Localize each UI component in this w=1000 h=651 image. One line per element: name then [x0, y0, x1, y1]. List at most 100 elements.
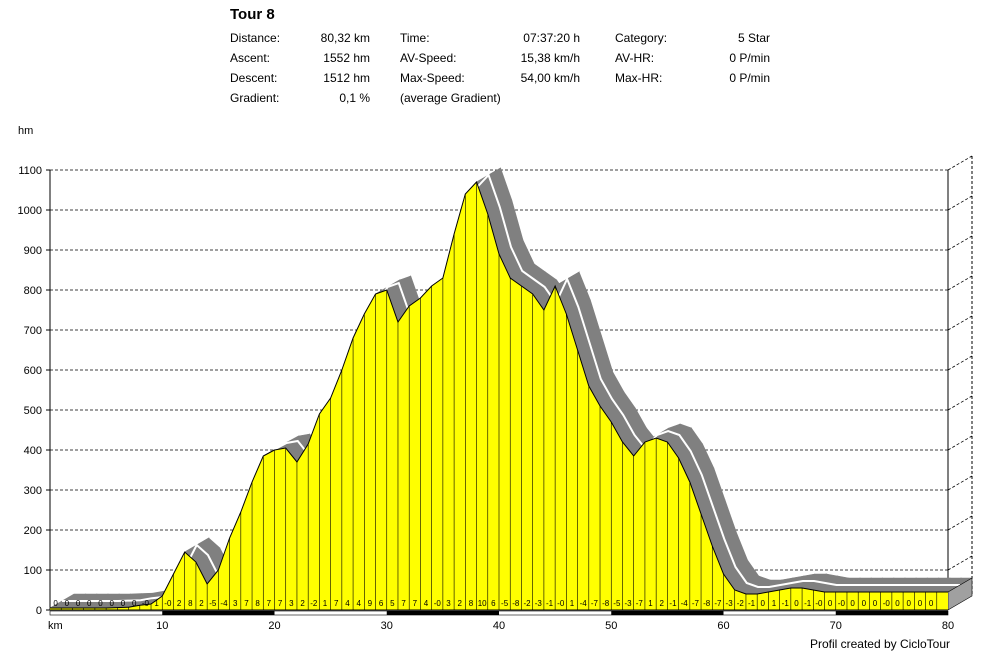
- gradient-label: 0: [906, 599, 911, 608]
- x-tick-label: 70: [830, 620, 842, 632]
- x-tick-label: 80: [942, 620, 954, 632]
- gradient-label: -0: [883, 599, 891, 608]
- gradient-value: 0,1 %: [339, 91, 370, 105]
- gradient-label: 0: [53, 599, 58, 608]
- gridline-depth: [947, 515, 973, 531]
- gradient-label: -5: [209, 599, 217, 608]
- tour-title: Tour 8: [230, 6, 275, 23]
- gradient-label: 0: [862, 599, 867, 608]
- gradient-label: 0: [761, 599, 766, 608]
- gradient-label: -7: [591, 599, 599, 608]
- gradient-label: 0: [87, 599, 92, 608]
- gradient-note: (average Gradient): [400, 91, 501, 105]
- gradient-label: -1: [748, 599, 756, 608]
- gradient-label: 0: [873, 599, 878, 608]
- gradient-label: -5: [613, 599, 621, 608]
- gradient-label: 0: [110, 599, 115, 608]
- gradient-label: 1: [570, 599, 575, 608]
- gradient-label: 1: [323, 599, 328, 608]
- gradient-label: 7: [334, 599, 339, 608]
- gradient-label: -7: [636, 599, 644, 608]
- y-tick-label: 600: [24, 365, 42, 377]
- distance-value: 80,32 km: [320, 31, 370, 45]
- avspeed-label: AV-Speed:: [400, 51, 457, 65]
- x-tick-label: 40: [493, 620, 505, 632]
- y-tick-label: 1000: [18, 205, 42, 217]
- gradient-label: -7: [692, 599, 700, 608]
- descent-value: 1512 hm: [323, 71, 370, 85]
- y-tick-label: 800: [24, 285, 42, 297]
- gradient-label: 1: [772, 599, 777, 608]
- gradient-label: -8: [602, 599, 610, 608]
- gradient-label: 8: [255, 599, 260, 608]
- gridline-depth: [947, 555, 973, 571]
- gridline-depth: [947, 275, 973, 291]
- gradient-label: 8: [188, 599, 193, 608]
- maxhr-label: Max-HR:: [615, 71, 663, 85]
- gradient-label: -0: [164, 599, 172, 608]
- gradient-label: 2: [199, 599, 204, 608]
- gradient-label: -3: [625, 599, 633, 608]
- gradient-label: 4: [424, 599, 429, 608]
- y-tick-label: 900: [24, 245, 42, 257]
- gridline-depth: [947, 475, 973, 491]
- gradient-label: 0: [929, 599, 934, 608]
- category-label: Category:: [615, 31, 668, 45]
- x-tick-label: 60: [717, 620, 729, 632]
- gradient-label: 1: [154, 599, 159, 608]
- gradient-label: 0: [98, 599, 103, 608]
- gradient-label: 0: [65, 599, 70, 608]
- descent-label: Descent:: [230, 71, 278, 85]
- gradient-label: 0: [828, 599, 833, 608]
- gradient-label: 4: [356, 599, 361, 608]
- gradient-label: -0: [838, 599, 846, 608]
- gridline-depth: [947, 435, 973, 451]
- gridline-depth: [947, 395, 973, 411]
- x-axis-scale-bar: [49, 610, 949, 616]
- gridline-depth: [947, 315, 973, 331]
- x-tick-label: 30: [381, 620, 393, 632]
- maxspeed-value: 54,00 km/h: [520, 71, 580, 85]
- gradient-label: -0: [142, 599, 150, 608]
- x-axis-scale-block: [611, 611, 724, 615]
- gradient-label: 0: [895, 599, 900, 608]
- gridline-depth: [947, 235, 973, 251]
- gradient-label: 7: [267, 599, 272, 608]
- gradient-label: -1: [782, 599, 790, 608]
- gradient-label: 7: [401, 599, 406, 608]
- y-tick-label: 200: [24, 525, 42, 537]
- y-tick-label: 0: [36, 605, 42, 617]
- gradient-label: -3: [535, 599, 543, 608]
- gradient-label: 7: [278, 599, 283, 608]
- gradient-label: 9: [368, 599, 373, 608]
- footer-credit: Profil created by CicloTour: [809, 637, 950, 651]
- avhr-value: 0 P/min: [729, 51, 770, 65]
- gradient-label: 7: [244, 599, 249, 608]
- gradient-label: 5: [390, 599, 395, 608]
- y-tick-label: 300: [24, 485, 42, 497]
- gradient-label: 2: [177, 599, 182, 608]
- gradient-label: -2: [310, 599, 318, 608]
- gradient-label: 6: [491, 599, 496, 608]
- gradient-label: 2: [300, 599, 305, 608]
- y-tick-label: 400: [24, 445, 42, 457]
- gradient-label: 1: [648, 599, 653, 608]
- gradient-label: -2: [737, 599, 745, 608]
- gradient-label: -4: [580, 599, 588, 608]
- gradient-label: 0: [850, 599, 855, 608]
- x-tick-label: 50: [605, 620, 617, 632]
- time-value: 07:37:20 h: [523, 31, 580, 45]
- y-tick-label: 500: [24, 405, 42, 417]
- x-axis-scale-block: [162, 611, 275, 615]
- y-tick-label: 700: [24, 325, 42, 337]
- gradient-label: 3: [446, 599, 451, 608]
- gradient-label: 7: [413, 599, 418, 608]
- gradient-label: 10: [478, 599, 487, 608]
- gradient-label: 0: [132, 599, 137, 608]
- gradient-label: Gradient:: [230, 91, 280, 105]
- ascent-label: Ascent:: [230, 51, 271, 65]
- gradient-label: 0: [794, 599, 799, 608]
- gridline-depth: [947, 155, 973, 171]
- gradient-label: -3: [726, 599, 734, 608]
